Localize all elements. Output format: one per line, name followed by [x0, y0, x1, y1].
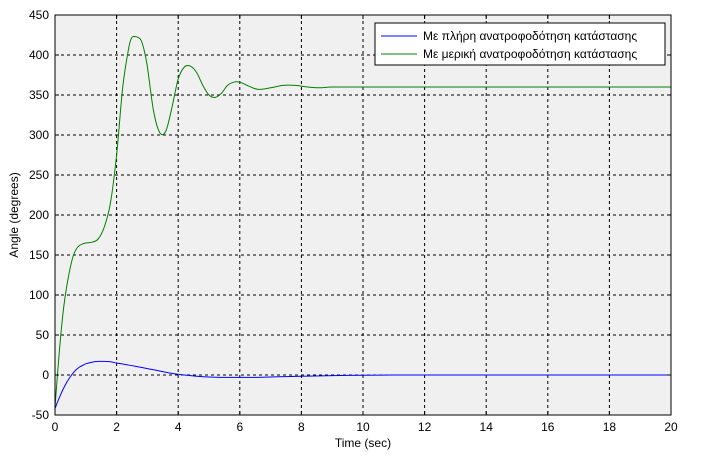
x-tick-label: 18 — [603, 420, 617, 434]
x-tick-label: 6 — [236, 420, 243, 434]
y-tick-label: 350 — [29, 88, 49, 102]
legend-box — [374, 22, 666, 66]
y-tick-label: 250 — [29, 168, 49, 182]
legend-label-series-1: Με πλήρη ανατροφοδότηση κατάστασης — [423, 29, 637, 43]
x-tick-label: 4 — [175, 420, 182, 434]
x-tick-label: 14 — [480, 420, 494, 434]
x-tick-label: 10 — [356, 420, 370, 434]
y-tick-label: 450 — [29, 8, 49, 22]
y-tick-label: 400 — [29, 48, 49, 62]
x-tick-label: 8 — [298, 420, 305, 434]
legend-label-series-2: Με μερική ανατροφοδότηση κατάστασης — [423, 47, 637, 61]
legend: Με πλήρη ανατροφοδότηση κατάστασης Με με… — [374, 22, 666, 66]
y-tick-label: 150 — [29, 248, 49, 262]
y-tick-label: 200 — [29, 208, 49, 222]
series-layer — [54, 35, 671, 409]
series-line-2 — [54, 35, 671, 408]
y-tick-label: 0 — [42, 368, 49, 382]
x-tick-label: 12 — [418, 420, 432, 434]
y-tick-label: -50 — [32, 408, 50, 422]
x-tick-label: 0 — [52, 420, 59, 434]
x-tick-label: 20 — [664, 420, 678, 434]
y-axis-label: Angle (degrees) — [7, 172, 21, 257]
x-axis-label: Time (sec) — [335, 436, 391, 450]
y-tick-label: 100 — [29, 288, 49, 302]
x-tick-label: 2 — [113, 420, 120, 434]
grid — [55, 15, 671, 415]
ticks: 0 2 4 6 8 10 12 14 16 18 20-5005010015020025030035… — [29, 8, 678, 434]
x-tick-label: 16 — [541, 420, 555, 434]
y-tick-label: 50 — [36, 328, 50, 342]
series-line-1 — [54, 360, 671, 409]
y-tick-label: 300 — [29, 128, 49, 142]
